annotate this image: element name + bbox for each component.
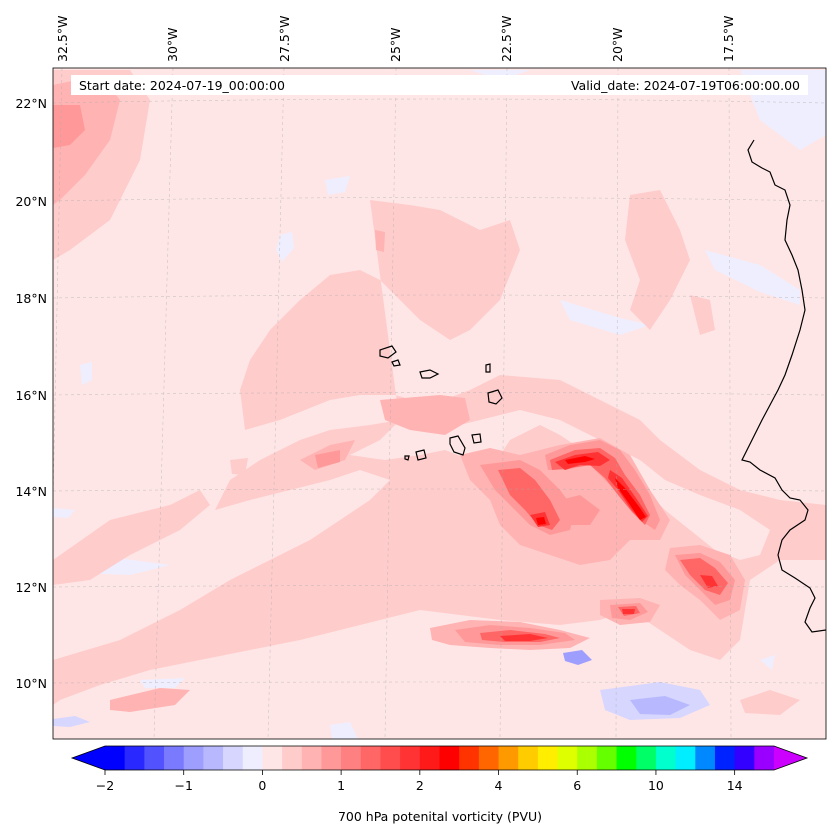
lat-label: 14°N [15,484,47,499]
colorbar-segment [144,746,165,770]
colorbar-segment [183,746,204,770]
cape-verde-islands [379,345,503,461]
colorbar-segment [478,746,499,770]
colorbar-segment [655,746,677,770]
colorbar-segment [459,746,480,770]
colorbar-segment [262,746,283,770]
colorbar-segment [518,746,539,770]
lon-label: 30°W [165,27,180,62]
lat-label: 12°N [15,580,47,595]
colorbar-segment [695,746,716,770]
african-coast [741,139,826,633]
colorbar-segment [754,746,775,770]
longitude-labels: 32.5°W 30°W 27.5°W 25°W 22.5°W 20°W 17.5… [55,16,736,62]
colorbar-segment [498,746,519,770]
start-date-label: Start date: 2024-07-19_00:00:00 [79,78,285,93]
lon-label: 17.5°W [721,16,736,62]
colorbar-segment [537,746,558,770]
latitude-labels: 22°N 20°N 18°N 16°N 14°N 12°N 10°N [15,96,47,691]
blue-pv-areas [53,650,710,727]
colorbar-segment [360,746,381,770]
colorbar-tick-label: 6 [573,778,581,793]
colorbar-tick-label: 0 [258,778,266,793]
lat-label: 22°N [15,96,47,111]
colorbar-segment [301,746,322,770]
lat-label: 18°N [15,291,47,306]
colorbar-segment [734,746,755,770]
colorbar-segment [242,746,263,770]
colorbar-under-triangle [72,746,105,770]
colorbar-tick-label: 14 [727,778,743,793]
map-frame [52,67,827,740]
colorbar-tick-label: 2 [416,778,424,793]
colorbar-segment [636,746,657,770]
colorbar-segment [439,746,460,770]
colorbar-segment [419,746,440,770]
colorbar-over-triangle [774,746,807,770]
colorbar-segment [124,746,145,770]
colorbar-segment [223,746,244,770]
lon-label: 27.5°W [277,16,292,62]
colorbar-tick-label: −1 [174,778,192,793]
colorbar-tick-label: 10 [648,778,664,793]
colorbar-segment [675,746,696,770]
colorbar-segment [714,746,736,770]
colorbar-ticks: −2 −1 0 1 2 4 6 10 14 [96,770,743,793]
colorbar: −2 −1 0 1 2 4 6 10 14 700 hPa potenital vorticit… [70,745,809,824]
colorbar-segments [105,746,775,770]
pv-level-1 [53,70,826,715]
colorbar-segment [596,746,617,770]
lat-label: 10°N [15,676,47,691]
colorbar-segment [380,746,401,770]
colorbar-segment [577,746,598,770]
colorbar-segment [557,746,578,770]
lon-label: 20°W [610,27,625,62]
colorbar-segment [203,746,224,770]
colorbar-segment [341,746,362,770]
lon-label: 32.5°W [55,16,70,62]
colorbar-label: 700 hPa potenital vorticity (PVU) [338,809,542,824]
colorbar-tick-label: −2 [96,778,114,793]
colorbar-segment [164,746,185,770]
lat-label: 20°N [15,194,47,209]
colorbar-tick-label: 4 [495,778,503,793]
graticule [53,68,826,739]
colorbar-tick-label: 1 [337,778,345,793]
pv-level-6 [536,456,646,525]
colorbar-segment [616,746,637,770]
lat-label: 16°N [15,388,47,403]
colorbar-segment [400,746,421,770]
header-box [71,75,808,95]
colorbar-segment [321,746,342,770]
valid-date-label: Valid_date: 2024-07-19T06:00:00.00 [571,78,800,93]
lon-label: 22.5°W [499,16,514,62]
map-panel [53,68,826,739]
colorbar-segment [282,746,303,770]
coastlines [741,139,826,633]
lon-label: 25°W [388,27,403,62]
colorbar-segment [105,746,126,770]
